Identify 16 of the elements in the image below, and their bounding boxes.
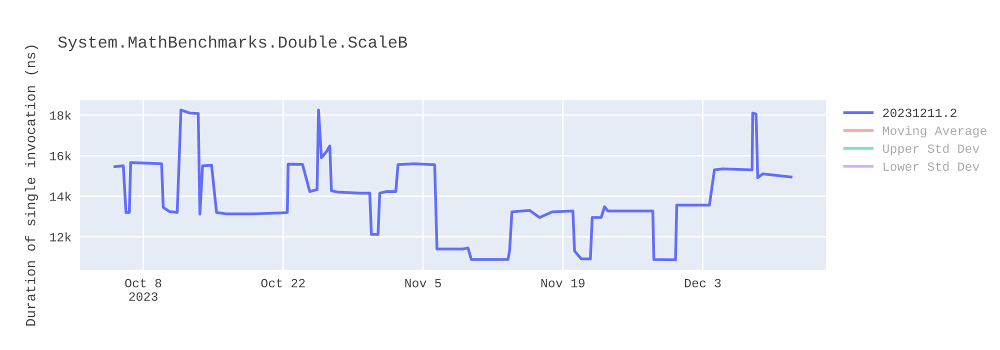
x-tick-label: Dec 3	[685, 278, 721, 288]
x-tick-label: Oct 22	[261, 278, 305, 288]
legend-label: 20231211.2	[883, 108, 956, 118]
x-tick-label: Oct 8 2023	[125, 278, 162, 301]
x-tick-label: Nov 5	[405, 279, 441, 288]
legend-label: Upper Std Dev	[883, 144, 980, 156]
y-axis-title: Duration of single invocation (ns)	[25, 46, 38, 326]
legend-label: Lower Std Dev	[884, 162, 980, 171]
chart-title: System.MathBenchmarks.Double.ScaleB	[58, 36, 408, 52]
y-tick-label: 18k	[50, 110, 72, 120]
legend-label: Moving Average	[882, 126, 986, 138]
line-series	[114, 108, 792, 262]
x-tick-label: Nov 19	[541, 278, 585, 288]
y-tick-label: 12k	[50, 232, 72, 242]
y-tick-label: 14k	[50, 192, 72, 201]
y-tick-label: 16k	[50, 151, 72, 160]
